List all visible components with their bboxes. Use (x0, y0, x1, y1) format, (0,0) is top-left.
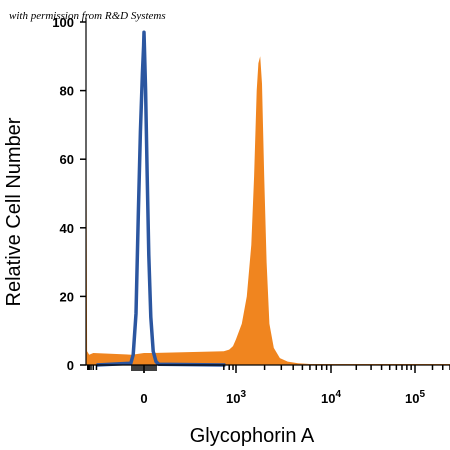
x-axis-title: Glycophorin A (190, 425, 315, 447)
y-axis-title: Relative Cell Number (3, 117, 25, 306)
x-tick-label: 0 (140, 391, 147, 406)
x-tick-label: 105 (405, 389, 425, 406)
x-tick-label: 103 (226, 389, 246, 406)
series-layer (86, 22, 450, 365)
y-tick-label: 40 (60, 221, 74, 236)
x-axis-ticks: 0 103 104 105 (88, 365, 450, 406)
y-tick-label: 60 (60, 152, 74, 167)
y-tick-label: 0 (67, 358, 74, 373)
credit-text: with permission from R&D Systems (9, 10, 166, 22)
series-2-line (97, 32, 226, 365)
series-1-area (86, 22, 450, 365)
y-tick-label: 20 (60, 289, 74, 304)
y-tick-label: 100 (52, 15, 74, 30)
x-tick-label: 104 (321, 389, 341, 406)
y-axis-ticks: 0 20 40 60 80 100 (52, 15, 86, 373)
y-tick-label: 80 (60, 84, 74, 99)
